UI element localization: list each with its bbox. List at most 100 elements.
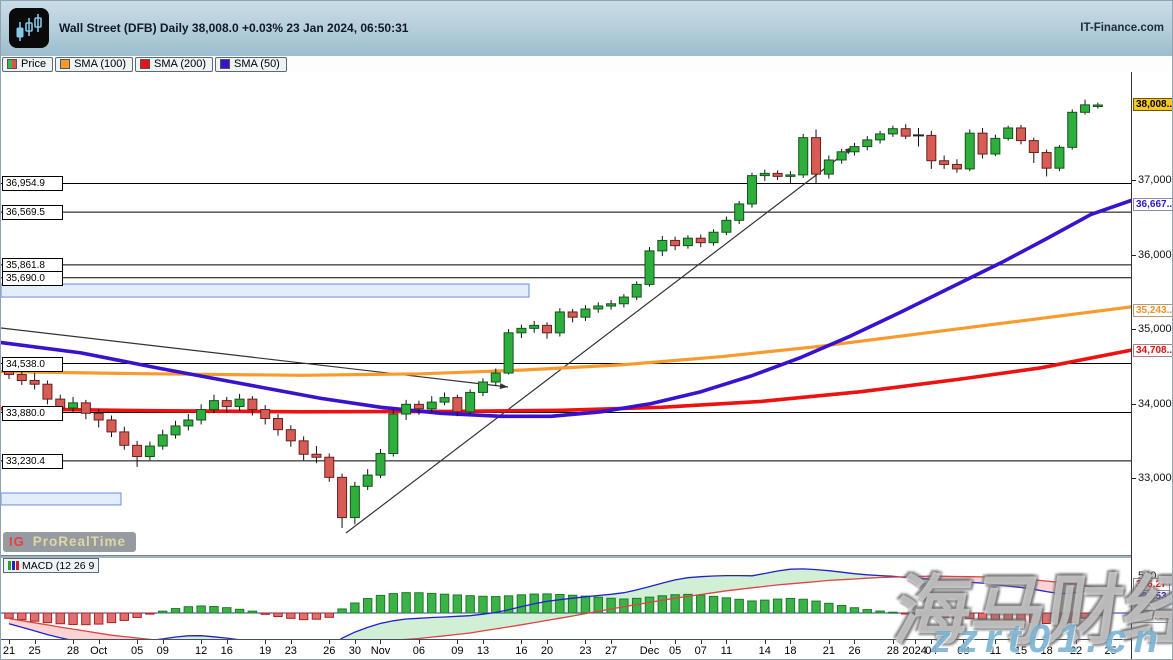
panel-splitter[interactable] [1,555,1172,558]
time-axis-tick [226,640,228,644]
highlight-band[interactable] [1,492,122,506]
legend-sma50-label: SMA (50) [234,58,280,70]
time-axis-label: 09 [451,645,464,657]
time-axis-label: 27 [604,645,618,657]
time-axis-label: 20 [540,645,554,657]
macd-icon [8,561,19,570]
header: Wall Street (DFB) Daily 38,008.0 +0.03% … [1,1,1172,57]
trendline-arrow [499,383,508,390]
price-axis-tick-label: 37,000 [1138,174,1172,187]
time-axis-tick [611,640,613,644]
time-axis-label: 18 [784,645,797,657]
time-axis-label: 05 [668,645,682,657]
sma-200-line [1,348,1131,414]
macd-panel-canvas[interactable] [1,557,1131,639]
macd-histogram [4,592,1103,626]
legend-price-button[interactable]: Price [2,56,54,72]
time-axis-tick [380,640,382,644]
legend-sma100-button[interactable]: SMA (100) [55,56,134,72]
app-logo-icon [9,8,49,48]
time-axis-label: Oct [90,645,108,657]
price-level-label[interactable]: 36,954.9 [2,176,63,192]
price-axis-tick-label: 35,000 [1138,323,1172,336]
price-level-label[interactable]: 34,538.0 [2,356,63,372]
ascending-trendline[interactable] [345,146,854,534]
time-axis-tick [354,640,356,644]
time-axis-label: Nov [370,645,391,657]
price-axis[interactable]: 37,000 36,000 35,000 34,000 33,000 38,008.. 36… [1131,72,1172,659]
sma-50-line [1,198,1131,419]
price-axis-value-box: 35,243.. [1133,303,1172,317]
time-axis-tick [482,640,484,644]
legend-sma100-label: SMA (100) [74,58,127,70]
axis-tick [1132,478,1136,480]
time-axis-tick [1110,640,1112,644]
time-axis-label: 15 [1014,645,1028,657]
price-level-label[interactable]: 35,690.0 [2,270,63,286]
time-axis-tick [914,640,916,644]
sma200-icon [140,59,151,69]
time-axis-tick [457,640,459,644]
time-axis-tick [1020,640,1022,644]
time-axis-tick [995,640,997,644]
legend-sma200-button[interactable]: SMA (200) [135,56,213,72]
time-axis-label: 2024 [902,645,927,657]
time-axis[interactable]: 21 25 28 Oct 05 09 12 16 19 23 26 30 Nov 06 09 13 16 20 23… [1,639,1131,659]
macd-signal-line [8,575,1098,639]
axis-tick [1132,329,1136,331]
prorealtime-label: ProRealTime [32,534,127,549]
time-axis-tick [9,640,10,644]
time-axis-tick [892,640,894,644]
price-axis-value-box: 36,667.. [1133,197,1172,211]
time-axis-tick [265,640,267,644]
time-axis-label: 09 [156,645,169,657]
brand-link[interactable]: IT-Finance.com [1080,22,1164,34]
time-axis-label: 18 [1040,645,1053,657]
time-axis-label: 06 [412,645,426,657]
time-axis-tick [790,640,792,644]
price-axis-tick-label: 36,000 [1138,248,1172,261]
price-level-label[interactable]: 33,230.4 [2,453,63,469]
descending-trendline[interactable] [1,327,509,388]
ig-logo: IG [9,534,25,549]
time-axis-label: 13 [476,645,490,657]
time-axis-tick [418,640,420,644]
price-chart-canvas[interactable] [1,72,1131,555]
time-axis-tick [649,640,651,644]
sma-100-line [1,305,1131,377]
candlesticks [4,99,1103,529]
sma100-icon [60,59,71,69]
price-level-label[interactable]: 33,880.0 [2,405,63,421]
price-axis-tick-label: 33,000 [1138,472,1172,485]
macd-line [8,568,1098,639]
price-axis-value-box: 34,708.. [1133,343,1172,357]
legend-sma50-button[interactable]: SMA (50) [215,56,287,72]
time-axis-label: 04 [925,645,938,657]
time-axis-tick [34,640,36,644]
legend-row: Price SMA (100) SMA (200) SMA (50) [1,56,1172,72]
time-axis-label: 26 [323,645,336,657]
time-axis-label: 12 [195,645,208,657]
macd-indicator-button[interactable]: MACD (12 26 9 [3,558,100,573]
prorealtime-logo: IG ProRealTime [3,532,137,552]
time-axis-tick [700,640,702,644]
time-axis-label: 19 [259,645,272,657]
time-axis-tick [521,640,523,644]
time-axis-tick [1046,640,1048,644]
time-axis-label: 26 [848,645,861,657]
time-axis-label: 23 [284,645,297,657]
time-axis-label: 21 [822,645,835,657]
highlight-band[interactable] [1,283,530,298]
time-axis-tick [1076,640,1078,644]
time-axis-tick [585,640,587,644]
price-axis-value-box: 38,008.. [1133,98,1172,111]
price-series-icon [7,59,17,69]
time-axis-label: 28 [886,645,899,657]
sma50-icon [220,59,230,69]
price-level-label[interactable]: 36,569.5 [2,205,63,221]
time-axis-label: 30 [348,645,361,657]
price-axis-tick-label: 34,000 [1138,397,1172,410]
chart-title: Wall Street (DFB) Daily 38,008.0 +0.03% … [59,21,409,35]
time-axis-tick [201,640,203,644]
